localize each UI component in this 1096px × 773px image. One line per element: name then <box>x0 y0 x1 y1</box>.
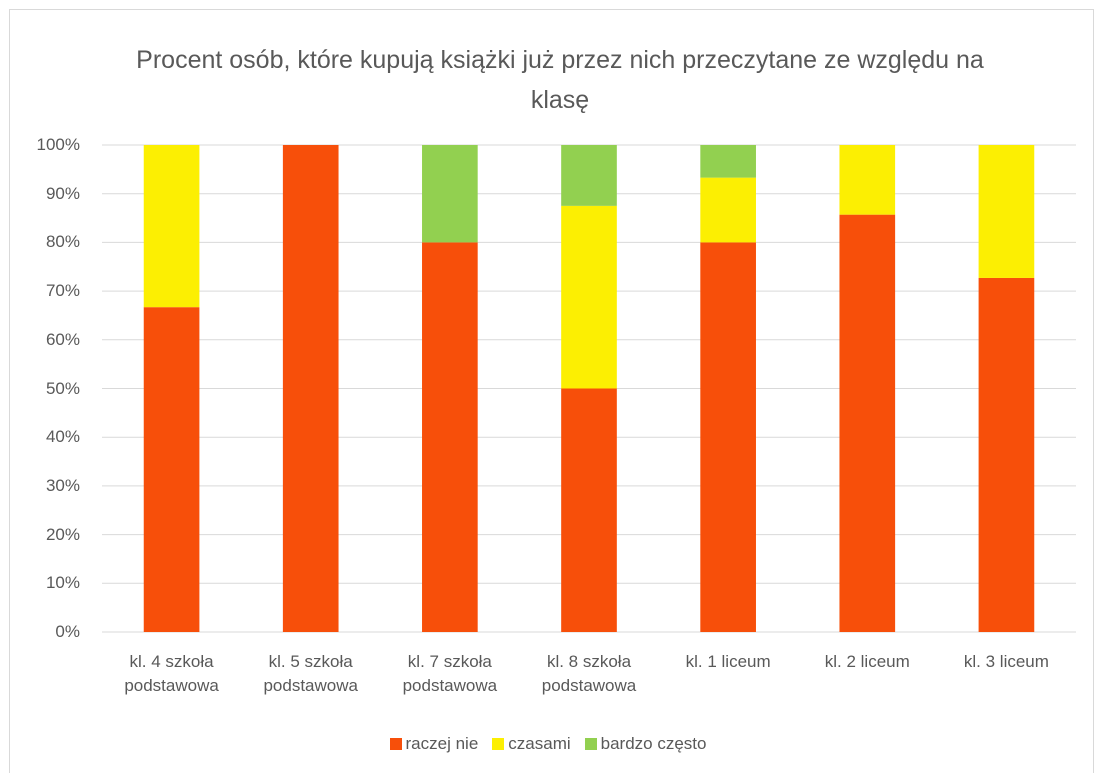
legend-item: bardzo często <box>584 734 707 754</box>
y-tick-label: 60% <box>45 329 80 349</box>
y-tick-label: 30% <box>45 475 80 495</box>
bar-segment <box>839 214 896 633</box>
legend-swatch <box>389 738 402 750</box>
y-tick-label: 90% <box>45 183 80 203</box>
legend-label: raczej nie <box>405 734 479 753</box>
bar-segment <box>282 145 339 632</box>
bar-segment <box>978 145 1035 278</box>
x-tick-label: kl. 3 liceum <box>963 652 1049 671</box>
bar-segment <box>700 177 756 243</box>
legend-swatch <box>492 738 505 750</box>
legend: raczej nie czasami bardzo często <box>0 734 1096 754</box>
bar-segment <box>561 388 617 632</box>
x-tick-label: kl. 2 liceum <box>824 652 910 671</box>
y-tick-label: 0% <box>55 622 80 641</box>
legend-item: czasami <box>492 734 571 754</box>
y-tick-label: 70% <box>45 281 80 301</box>
x-tick-label: kl. 8 szkoła podstawowa <box>541 652 637 695</box>
x-tick-label: kl. 4 szkoła podstawowa <box>124 652 219 695</box>
x-tick-label: kl. 1 liceum <box>685 652 771 671</box>
y-tick-label: 50% <box>45 378 80 398</box>
bar-segment <box>839 145 896 215</box>
bar-segment <box>561 145 617 206</box>
chart-title: Procent osób, które kupują książki już p… <box>136 46 984 114</box>
bar-segment <box>422 145 478 243</box>
y-tick-label: 100% <box>36 135 80 154</box>
legend-swatch <box>584 738 597 750</box>
y-tick-label: 40% <box>45 427 80 447</box>
bar-segment <box>143 307 200 632</box>
bar-segment <box>143 145 200 308</box>
legend-item: raczej nie <box>389 734 479 754</box>
legend-label: czasami <box>508 734 571 753</box>
legend-label: bardzo często <box>600 734 707 753</box>
bar-segment <box>700 145 756 178</box>
bar-segment <box>978 277 1035 632</box>
y-tick-label: 80% <box>45 232 80 252</box>
bar-segment <box>422 242 478 632</box>
y-tick-label: 10% <box>45 573 80 593</box>
x-tick-label: kl. 5 szkoła podstawowa <box>263 652 358 695</box>
bar-segment <box>700 242 756 632</box>
y-tick-label: 20% <box>45 524 80 544</box>
x-tick-label: kl. 7 szkoła podstawowa <box>402 652 498 695</box>
chart-frame <box>9 9 1094 773</box>
bar-segment <box>561 205 617 389</box>
